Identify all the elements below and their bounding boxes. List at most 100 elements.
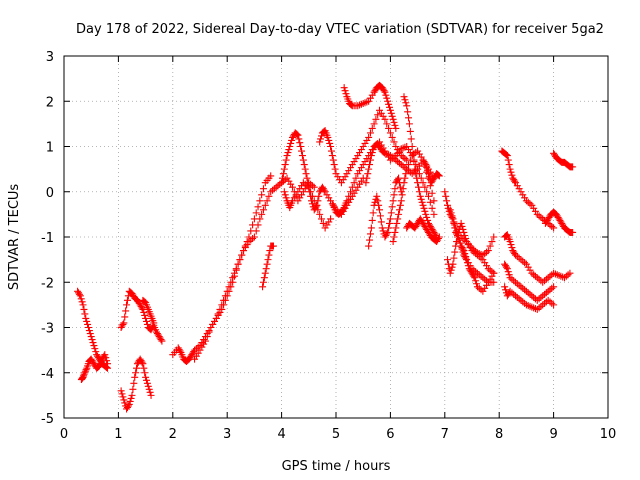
data-point [399, 153, 407, 161]
data-point [146, 388, 154, 396]
data-point [387, 209, 395, 217]
data-point [365, 133, 373, 141]
data-point [546, 298, 554, 306]
data-point [515, 281, 523, 289]
data-point [488, 238, 496, 246]
data-point [259, 206, 267, 214]
data-point [502, 286, 510, 294]
data-point [408, 152, 416, 160]
data-point [414, 179, 422, 187]
data-point [477, 286, 485, 294]
data-point [456, 239, 464, 247]
y-axis-label: SDTVAR / TECUs [7, 184, 22, 291]
data-point [451, 221, 459, 229]
data-point [446, 269, 454, 277]
data-point [541, 290, 549, 298]
data-point [484, 278, 492, 286]
data-point [484, 265, 492, 273]
data-point [451, 248, 459, 256]
data-point [263, 260, 271, 268]
data-point [417, 195, 425, 203]
data-point [286, 143, 294, 150]
data-point [362, 179, 370, 187]
data-point [205, 328, 213, 336]
data-point [298, 152, 306, 160]
data-point [383, 94, 391, 102]
data-point [399, 185, 407, 193]
data-point [372, 195, 380, 203]
data-point [422, 161, 430, 169]
data-point [453, 230, 461, 238]
data-point [158, 337, 166, 345]
data-point [542, 289, 550, 297]
series-s11 [316, 106, 411, 187]
series-s13 [340, 81, 400, 132]
data-point [513, 280, 521, 288]
data-point [434, 235, 442, 243]
data-point [252, 227, 260, 235]
data-point [269, 242, 277, 250]
data-point [328, 200, 336, 208]
data-point [510, 277, 518, 285]
data-point [102, 354, 110, 362]
series-s7 [191, 174, 318, 363]
data-point [317, 135, 325, 143]
data-point [510, 290, 518, 298]
data-point [459, 248, 467, 256]
data-point [535, 212, 543, 220]
data-point [127, 394, 135, 402]
data-point [229, 274, 237, 282]
data-point [327, 215, 335, 223]
data-point [356, 180, 364, 188]
data-point [92, 348, 100, 356]
data-point [450, 254, 458, 262]
data-point [395, 174, 403, 182]
data-point [296, 139, 304, 147]
data-point [397, 197, 405, 205]
data-point [388, 203, 396, 211]
data-point [394, 158, 402, 166]
data-point [404, 108, 412, 116]
data-point [254, 203, 262, 211]
data-point [82, 314, 90, 322]
data-point [147, 391, 155, 399]
data-point [118, 390, 126, 398]
data-point [426, 198, 434, 206]
data-point [397, 161, 405, 169]
data-point [376, 206, 384, 214]
data-point [88, 336, 96, 344]
data-point [501, 283, 509, 291]
data-point [223, 287, 231, 295]
data-point [544, 274, 552, 282]
data-point [365, 165, 373, 173]
data-point [460, 228, 468, 236]
data-point [405, 161, 413, 169]
data-point [138, 304, 146, 312]
data-point [399, 144, 407, 152]
data-point [421, 159, 429, 167]
data-point [424, 170, 432, 178]
data-point [240, 247, 248, 255]
data-point [285, 177, 293, 185]
data-point [519, 191, 527, 199]
data-point [75, 290, 83, 298]
data-point [196, 346, 204, 354]
data-point [80, 305, 88, 313]
data-point [343, 197, 351, 205]
data-point [471, 274, 479, 282]
data-point [386, 106, 394, 114]
y-tick-label: 1 [46, 141, 54, 156]
data-point [377, 109, 385, 117]
data-point [301, 165, 309, 173]
data-point [339, 205, 347, 213]
data-point [447, 266, 455, 274]
data-point [521, 259, 529, 267]
data-point [212, 314, 220, 322]
data-point [141, 311, 149, 319]
data-point [385, 100, 393, 108]
data-point [519, 298, 527, 306]
data-point [363, 155, 371, 163]
data-point [323, 221, 331, 229]
series-s4 [139, 296, 158, 327]
data-point [423, 188, 431, 196]
